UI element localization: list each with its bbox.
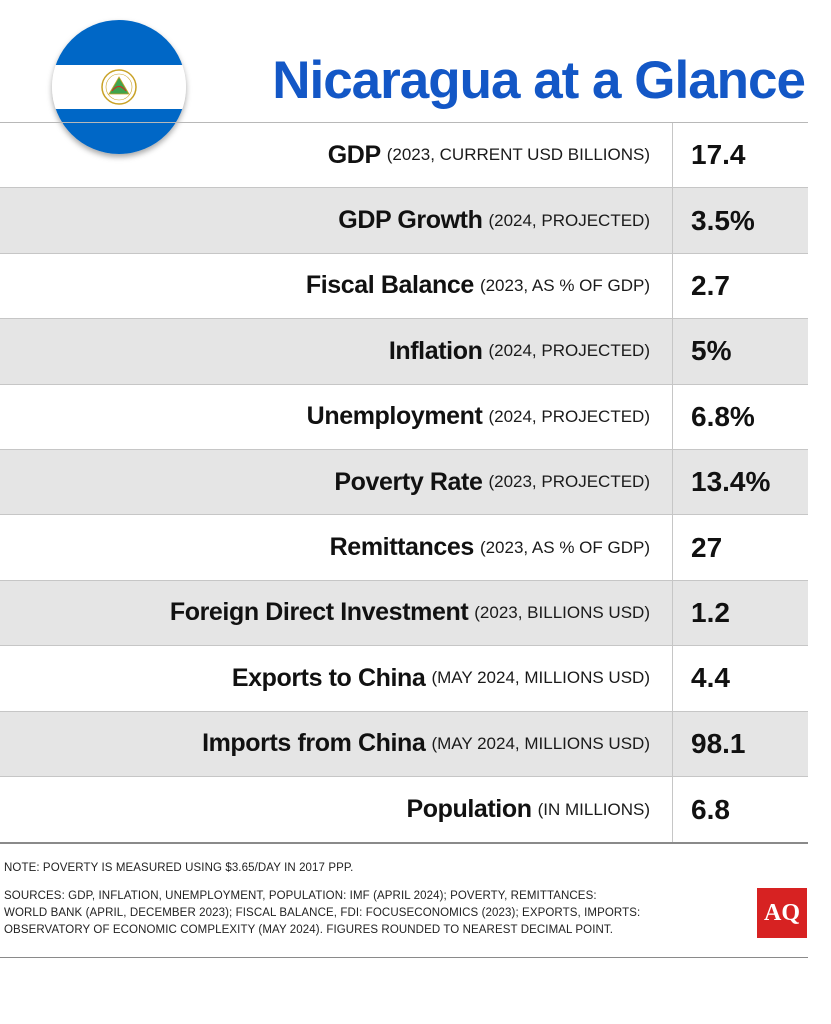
indicator-cell: Unemployment (2024, PROJECTED): [0, 385, 672, 449]
table-row: Population (IN MILLIONS) 6.8: [0, 776, 808, 843]
indicator-label: Fiscal Balance: [305, 271, 475, 300]
indicator-label: Remittances: [329, 533, 475, 562]
indicator-value: 13.4%: [672, 449, 808, 515]
indicator-label: Exports to China: [231, 663, 426, 692]
indicator-qualifier: (2023, CURRENT USD BILLIONS): [386, 145, 650, 165]
table-row: GDP Growth (2024, PROJECTED) 3.5%: [0, 188, 808, 254]
table-row: Exports to China (MAY 2024, MILLIONS USD)…: [0, 646, 808, 712]
indicator-value: 2.7: [672, 253, 808, 319]
indicator-cell: Imports from China (MAY 2024, MILLIONS US…: [0, 712, 672, 776]
indicator-qualifier: (2024, PROJECTED): [488, 210, 650, 230]
table-row: GDP (2023, CURRENT USD BILLIONS) 17.4: [0, 123, 808, 189]
indicator-label: Imports from China: [202, 729, 426, 758]
indicator-qualifier: (2023, AS % OF GDP): [479, 537, 650, 557]
indicator-value: 5%: [672, 319, 808, 384]
sources-text: SOURCES: GDP, INFLATION, UNEMPLOYMENT, P…: [4, 888, 704, 939]
table-row: Unemployment (2024, PROJECTED) 6.8%: [0, 384, 808, 450]
table-row: Fiscal Balance (2023, AS % OF GDP) 2.7: [0, 253, 808, 320]
indicator-cell: Inflation (2024, PROJECTED): [0, 319, 672, 383]
indicator-cell: Fiscal Balance (2023, AS % OF GDP): [0, 254, 672, 318]
indicator-cell: Population (IN MILLIONS): [0, 777, 672, 842]
indicator-qualifier: (IN MILLIONS): [537, 799, 650, 819]
indicator-value: 4.4: [672, 646, 808, 711]
indicator-qualifier: (2023, AS % OF GDP): [479, 275, 650, 295]
indicator-qualifier: (2023, BILLIONS USD): [474, 602, 650, 622]
table-row: Imports from China (MAY 2024, MILLIONS US…: [0, 711, 808, 777]
sources-line: SOURCES: GDP, INFLATION, UNEMPLOYMENT, P…: [4, 890, 597, 902]
indicator-label: Population: [406, 795, 532, 824]
indicator-label: Unemployment: [306, 402, 483, 431]
indicator-value: 27: [672, 515, 808, 580]
indicator-cell: Foreign Direct Investment (2023, BILLIONS…: [0, 581, 672, 645]
indicator-cell: Poverty Rate (2023, PROJECTED): [0, 450, 672, 514]
page-title: Nicaragua at a Glance: [272, 51, 806, 110]
table-row: Remittances (2023, AS % OF GDP) 27: [0, 515, 808, 581]
indicator-cell: Remittances (2023, AS % OF GDP): [0, 515, 672, 579]
indicator-value: 1.2: [672, 580, 808, 646]
indicator-label: Inflation: [388, 336, 483, 365]
indicator-cell: Exports to China (MAY 2024, MILLIONS USD): [0, 646, 672, 710]
table-row: Poverty Rate (2023, PROJECTED) 13.4%: [0, 449, 808, 516]
indicator-cell: GDP Growth (2024, PROJECTED): [0, 188, 672, 252]
table-row: Inflation (2024, PROJECTED) 5%: [0, 319, 808, 385]
indicator-label: GDP Growth: [338, 206, 483, 235]
indicator-label: Poverty Rate: [334, 467, 483, 496]
indicator-qualifier: (MAY 2024, MILLIONS USD): [431, 668, 650, 688]
indicator-value: 3.5%: [672, 188, 808, 253]
indicator-value: 98.1: [672, 711, 808, 776]
indicator-value: 6.8: [672, 776, 808, 843]
footnote: NOTE: POVERTY IS MEASURED USING $3.65/DA…: [4, 862, 354, 874]
stats-table: GDP (2023, CURRENT USD BILLIONS) 17.4 GDP G…: [0, 122, 808, 845]
indicator-qualifier: (2024, PROJECTED): [488, 406, 650, 426]
table-row: Foreign Direct Investment (2023, BILLIONS…: [0, 580, 808, 647]
indicator-cell: GDP (2023, CURRENT USD BILLIONS): [0, 123, 672, 187]
indicator-qualifier: (2023, PROJECTED): [488, 472, 650, 492]
bottom-divider: [0, 957, 808, 958]
indicator-label: Foreign Direct Investment: [169, 598, 469, 627]
aq-logo: AQ: [757, 888, 807, 938]
indicator-value: 6.8%: [672, 384, 808, 449]
indicator-label: GDP: [327, 140, 381, 169]
sources-line: WORLD BANK (APRIL, DECEMBER 2023); FISCA…: [4, 907, 641, 919]
sources-line: OBSERVATORY OF ECONOMIC COMPLEXITY (MAY …: [4, 924, 614, 936]
indicator-qualifier: (MAY 2024, MILLIONS USD): [431, 733, 650, 753]
indicator-value: 17.4: [672, 123, 808, 188]
indicator-qualifier: (2024, PROJECTED): [488, 341, 650, 361]
